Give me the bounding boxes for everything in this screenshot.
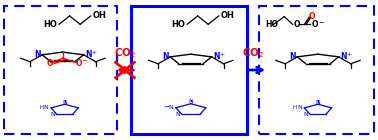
Text: O: O (46, 59, 53, 68)
Text: N: N (169, 105, 174, 110)
Text: HO: HO (171, 20, 185, 29)
Text: CO$_2$: CO$_2$ (114, 46, 136, 60)
Text: N: N (44, 105, 49, 110)
Bar (5, 6, 118, 134)
Text: CO$_2$: CO$_2$ (242, 46, 264, 60)
Text: +: + (347, 52, 352, 57)
Text: N: N (297, 105, 302, 110)
Text: N: N (50, 112, 55, 117)
Text: +: + (220, 52, 225, 57)
Text: OH: OH (221, 11, 234, 20)
Text: −: − (318, 20, 324, 26)
Text: N: N (85, 50, 91, 59)
Text: N: N (175, 112, 180, 117)
Text: N: N (213, 52, 219, 61)
Text: H: H (39, 105, 43, 110)
Bar (259, 6, 373, 134)
Text: N: N (34, 50, 41, 59)
Text: HO: HO (43, 20, 57, 29)
Bar (131, 6, 247, 134)
Text: O: O (308, 12, 314, 21)
Text: N: N (340, 52, 347, 61)
Text: O: O (294, 20, 301, 29)
Text: HO: HO (265, 20, 279, 29)
Text: N: N (304, 112, 308, 117)
Text: H: H (293, 105, 297, 110)
Text: N: N (163, 52, 169, 61)
Text: OH: OH (93, 11, 107, 20)
Text: −: − (82, 58, 88, 64)
Text: N: N (189, 99, 193, 104)
Text: −: − (163, 104, 169, 110)
Text: N: N (290, 52, 296, 61)
Text: +: + (91, 50, 97, 55)
Text: O: O (75, 59, 82, 68)
Text: O: O (312, 20, 318, 29)
Text: N: N (316, 100, 321, 105)
Text: N: N (62, 100, 67, 105)
